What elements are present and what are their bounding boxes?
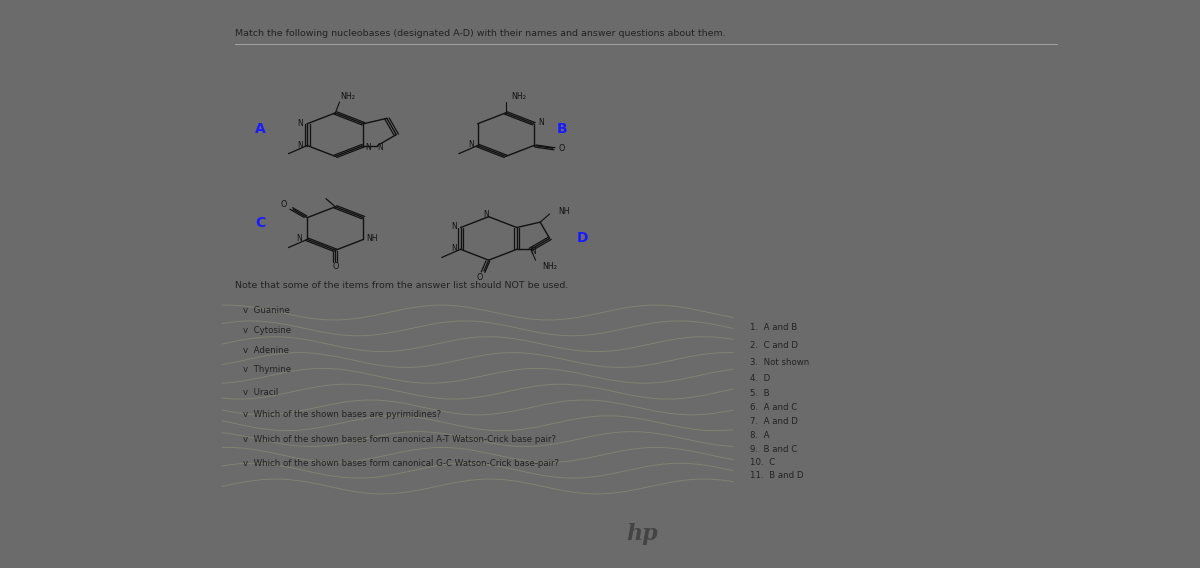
Text: 3.  Not shown: 3. Not shown — [750, 358, 810, 367]
Text: N: N — [296, 234, 301, 243]
Text: B: B — [557, 122, 568, 136]
Text: 8.  A: 8. A — [750, 431, 769, 440]
Text: N: N — [451, 222, 457, 231]
Text: NH₂: NH₂ — [341, 92, 355, 101]
Text: 9.  B and C: 9. B and C — [750, 445, 798, 454]
Text: 6.  A and C: 6. A and C — [750, 403, 798, 412]
Text: A: A — [254, 122, 265, 136]
Text: 2.  C and D: 2. C and D — [750, 341, 798, 350]
Text: N: N — [377, 144, 383, 152]
Text: N: N — [530, 247, 536, 256]
Text: O: O — [476, 273, 482, 282]
Text: N: N — [484, 210, 488, 219]
Text: N: N — [538, 118, 544, 127]
Text: v  Which of the shown bases form canonical A-T Watson-Crick base pair?: v Which of the shown bases form canonica… — [244, 435, 557, 444]
Text: NH₂: NH₂ — [511, 92, 526, 101]
Text: NH: NH — [366, 234, 378, 243]
Text: 4.  D: 4. D — [750, 374, 770, 383]
Text: O: O — [332, 262, 338, 271]
Text: 11.  B and D: 11. B and D — [750, 471, 804, 480]
Text: hp: hp — [626, 523, 658, 545]
Text: N: N — [298, 141, 304, 150]
Text: N: N — [365, 144, 371, 152]
Text: NH: NH — [558, 207, 570, 216]
Text: Match the following nucleobases (designated A-D) with their names and answer que: Match the following nucleobases (designa… — [235, 30, 726, 39]
Text: NH₂: NH₂ — [542, 262, 557, 271]
Text: Note that some of the items from the answer list should NOT be used.: Note that some of the items from the ans… — [235, 281, 568, 290]
Text: v  Which of the shown bases form canonical G-C Watson-Crick base-pair?: v Which of the shown bases form canonica… — [244, 460, 559, 468]
Text: C: C — [256, 216, 265, 230]
Text: D: D — [577, 231, 588, 245]
Text: N: N — [298, 119, 304, 128]
Text: O: O — [281, 199, 287, 208]
Text: N: N — [468, 140, 474, 149]
Text: v  Guanine: v Guanine — [244, 306, 290, 315]
Text: v  Adenine: v Adenine — [244, 346, 289, 354]
Text: 5.  B: 5. B — [750, 389, 770, 398]
Text: 7.  A and D: 7. A and D — [750, 417, 798, 427]
Text: 10.  C: 10. C — [750, 458, 775, 467]
Text: N: N — [451, 244, 457, 253]
Text: v  Cytosine: v Cytosine — [244, 326, 292, 335]
Text: v  Thymine: v Thymine — [244, 365, 292, 374]
Text: v  Which of the shown bases are pyrimidines?: v Which of the shown bases are pyrimidin… — [244, 410, 442, 419]
Text: 1.  A and B: 1. A and B — [750, 323, 798, 332]
Text: O: O — [559, 144, 565, 153]
Text: v  Uracil: v Uracil — [244, 387, 278, 396]
